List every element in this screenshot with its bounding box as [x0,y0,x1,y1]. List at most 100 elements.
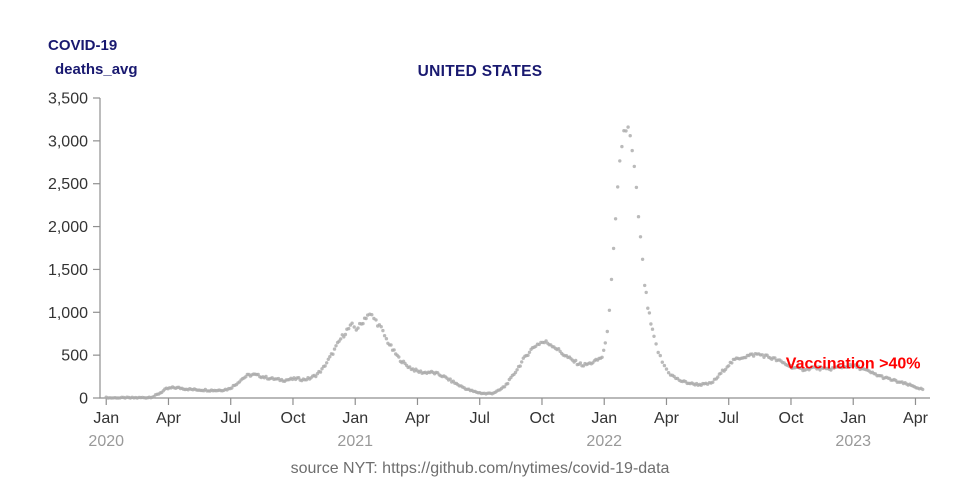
data-point [389,343,393,347]
data-point [652,334,656,338]
data-point [408,365,412,369]
data-point [328,355,332,359]
x-tick-label: Jan [342,410,368,427]
data-point [620,144,624,149]
data-point [518,364,522,368]
data-point [609,277,614,282]
data-point [640,257,645,261]
x-tick-label: Jul [718,410,738,427]
y-axis: 0 500 1,000 1,500 2,000 2,500 3,000 3,500 [48,91,100,408]
data-point [370,313,374,317]
chart-title: UNITED STATES [417,63,543,80]
y-tick-label: 3,000 [48,133,88,150]
data-point [788,363,793,368]
axes [99,98,930,399]
vaccination-annotation: Vaccination >40% [786,355,921,372]
data-point [666,371,671,375]
data-point [644,290,648,295]
data-point [339,337,343,341]
data-point [323,364,327,368]
x-tick-label: Jul [469,410,489,427]
data-point [600,355,604,359]
data-point [649,322,653,326]
data-point [643,283,647,288]
data-point [613,217,618,221]
metric-label-line1: COVID-19 [48,37,118,54]
data-point [332,347,337,351]
data-point [574,358,578,363]
data-point [816,365,821,369]
data-point [660,360,664,364]
year-labels: 2020 2021 2022 2023 [88,433,871,450]
x-tick-label: Jan [840,410,866,427]
data-point [662,363,667,368]
data-point [520,360,524,364]
data-point [342,335,346,339]
x-tick-label: Oct [530,410,555,427]
x-tick-label: Oct [779,410,804,427]
metric-label: COVID-19 deaths_avg [48,34,138,82]
data-point [723,367,728,372]
data-point [654,342,658,346]
data-point [513,370,518,375]
x-axis: Jan Apr Jul Oct Jan Apr Jul Oct Jan Apr Jul Oct Jan A… [93,398,929,427]
data-point [727,364,731,368]
data-point [381,328,385,333]
data-point [760,353,764,357]
data-point [318,370,323,374]
data-point [711,380,715,384]
data-point [361,321,365,326]
data-point [314,374,318,379]
data-point [350,321,354,325]
x-tick-label: Jan [93,410,119,427]
data-point [502,385,507,389]
x-tick-label: Oct [281,410,306,427]
data-point [515,368,519,372]
y-tick-label: 2,500 [48,176,88,193]
data-point [650,327,655,331]
data-point [751,354,756,358]
data-point [347,326,351,331]
y-tick-label: 3,500 [48,91,88,108]
data-point [356,326,360,330]
data-point [607,308,612,312]
data-point [716,375,720,379]
data-point [626,125,630,129]
data-point [618,159,622,163]
year-label: 2022 [586,433,622,450]
data-point [853,363,857,367]
data-point [364,316,368,321]
year-label: 2023 [835,433,871,450]
data-point [382,334,387,338]
data-point [719,371,723,375]
data-point [773,356,777,360]
data-point [605,329,609,334]
y-tick-label: 2,000 [48,219,88,236]
x-tick-label: Jan [591,410,617,427]
x-tick-label: Apr [405,410,431,427]
data-point [334,344,338,348]
data-point [343,332,348,337]
data-point [628,134,632,138]
source-caption: source NYT: https://github.com/nytimes/c… [290,460,670,477]
y-tick-label: 500 [61,348,88,365]
x-tick-label: Apr [654,410,680,427]
x-tick-label: Jul [220,410,240,427]
data-point [379,325,383,329]
data-point [506,381,510,386]
year-label: 2020 [88,433,124,450]
data-point [647,311,652,315]
data-point [634,185,639,190]
data-point [624,129,628,133]
y-tick-label: 1,500 [48,262,88,279]
data-point [448,377,452,381]
y-tick-label: 0 [79,391,88,408]
data-point [638,235,643,239]
data-point [384,337,389,341]
deaths-avg-series [104,125,925,400]
data-point [352,325,356,329]
data-point [392,348,396,352]
data-point [527,350,532,354]
data-point [856,364,861,368]
